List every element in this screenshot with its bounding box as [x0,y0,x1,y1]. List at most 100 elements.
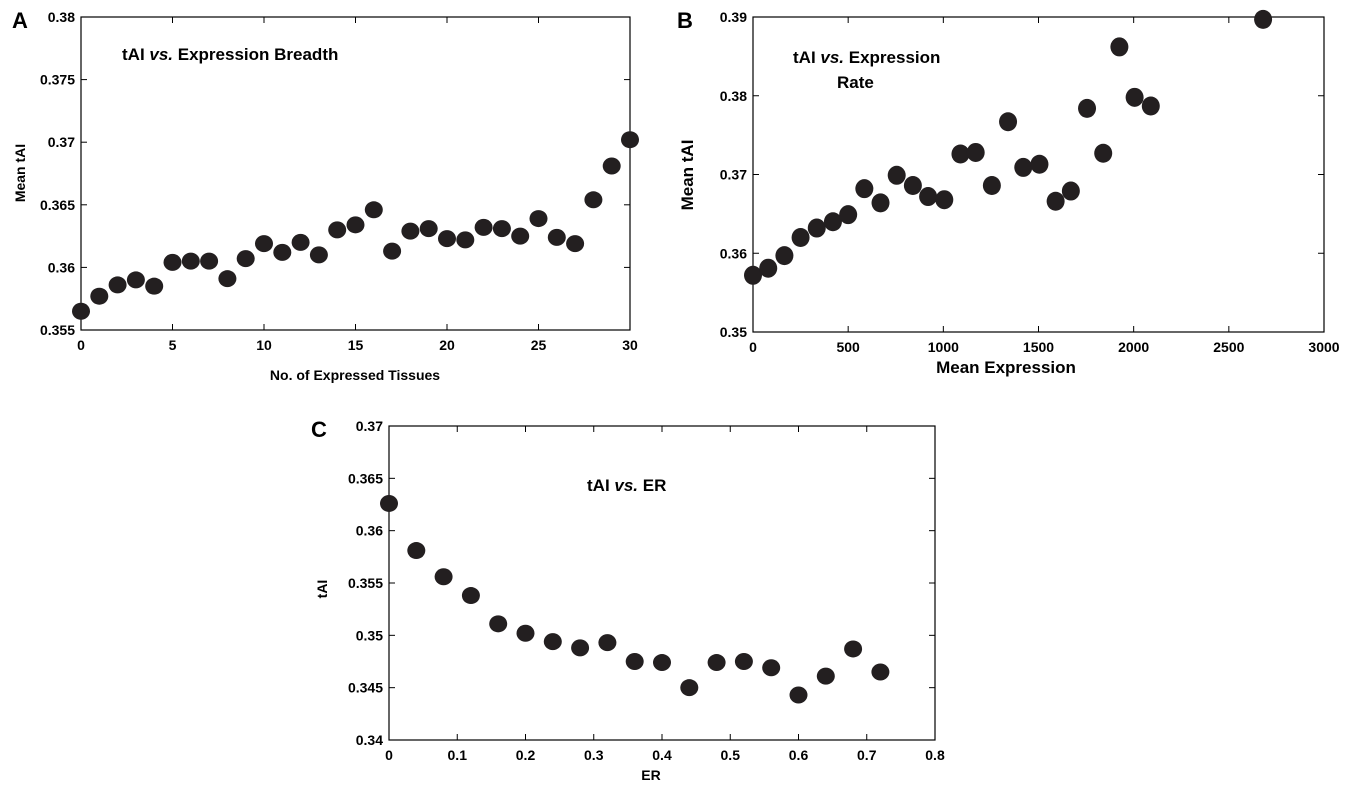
x-tick-label: 10 [256,337,272,353]
data-point [419,220,438,238]
chart-title: tAI vs. Expression Breadth [122,45,338,64]
x-tick-label: 0.3 [584,747,604,763]
data-point [407,542,426,560]
data-point [200,252,219,270]
y-tick-label: 0.36 [720,245,747,261]
panel-a: A 0 5 10 15 20 25 30 0.355 0.36 0.365 0.37 0.375 0.38… [12,8,639,383]
data-point [839,205,858,225]
y-tick-label: 0.375 [40,72,75,88]
data-point [653,654,671,672]
data-point [1094,143,1113,163]
data-point [789,686,808,704]
y-tick-label: 0.355 [40,322,75,338]
data-point [543,633,562,651]
data-point [680,679,699,697]
x-tick-label: 30 [622,337,638,353]
data-point [346,216,365,234]
x-tick-label: 500 [836,339,860,355]
data-point [1046,191,1065,211]
x-axis-label: No. of Expressed Tissues [270,367,440,383]
x-tick-label: 15 [348,337,364,353]
data-point [547,228,566,246]
data-point [72,302,90,320]
data-point [328,221,347,239]
data-point [999,112,1018,132]
chart-title: tAI vs. Expression [793,48,940,67]
x-tick-label: 25 [531,337,547,353]
y-tick-label: 0.36 [48,259,75,275]
data-point [434,568,453,586]
data-point [871,193,890,213]
data-point [1254,9,1273,29]
data-point [1078,98,1097,118]
data-point [145,277,164,295]
y-tick-label: 0.37 [356,418,383,434]
data-point [1110,37,1129,57]
y-tick-label: 0.38 [48,9,75,25]
x-tick-label: 0.5 [721,747,741,763]
data-point [584,191,603,209]
data-point [364,201,383,219]
data-point [163,253,182,271]
data-point [871,663,890,681]
data-point [966,142,985,162]
panel-letter: A [12,8,28,33]
x-tick-label: 0 [385,747,393,763]
data-point [1014,157,1033,177]
panel-c: C 0 0.1 0.2 0.3 0.4 0.5 0.6 0.7 0.8 0.34 0.345 0.35 0… [311,417,945,783]
data-point [791,228,810,247]
plot-frame [388,425,936,741]
data-point [707,654,726,672]
data-point [935,190,954,210]
data-point [734,653,753,670]
chart-title: tAI vs. ER [587,476,666,495]
x-tick-label: 3000 [1308,339,1339,355]
data-point [571,639,590,657]
x-tick-label: 2000 [1118,339,1149,355]
x-tick-label: 0 [749,339,757,355]
y-tick-label: 0.365 [348,470,383,486]
y-axis-label: Mean tAI [12,144,28,202]
y-tick-label: 0.36 [356,523,383,539]
x-tick-label: 0.7 [857,747,877,763]
x-tick-label: 0.2 [516,747,536,763]
y-tick-label: 0.35 [720,324,747,340]
x-tick-label: 0.4 [652,747,672,763]
data-point [529,210,548,228]
data-point [566,235,585,253]
data-point [461,587,480,605]
data-point [823,212,842,232]
data-point [602,157,621,175]
y-tick-label: 0.34 [356,732,383,748]
x-tick-label: 2500 [1213,339,1244,355]
x-tick-label: 0.8 [925,747,945,763]
data-point [598,634,617,652]
y-tick-label: 0.355 [348,575,383,591]
x-tick-label: 20 [439,337,455,353]
data-point [456,231,475,249]
data-point [126,271,145,289]
x-tick-label: 1000 [928,339,959,355]
data-point [291,233,310,251]
data-point [1030,154,1049,174]
data-point [816,667,835,685]
data-point [775,246,794,266]
data-point [855,179,874,199]
data-point [474,218,493,236]
data-point [1125,87,1144,107]
y-tick-label: 0.365 [40,197,75,213]
data-point [903,176,922,196]
x-tick-label: 0.6 [789,747,809,763]
data-point [1141,96,1160,116]
y-tick-label: 0.35 [356,627,383,643]
data-point [383,242,402,260]
data-point [759,258,778,278]
y-axis-label: Mean tAI [678,140,697,211]
y-tick-label: 0.38 [720,88,747,104]
data-point [401,222,420,240]
panel-letter: C [311,417,327,442]
data-point [807,218,826,238]
data-point [511,227,530,245]
y-tick-label: 0.39 [720,9,747,25]
